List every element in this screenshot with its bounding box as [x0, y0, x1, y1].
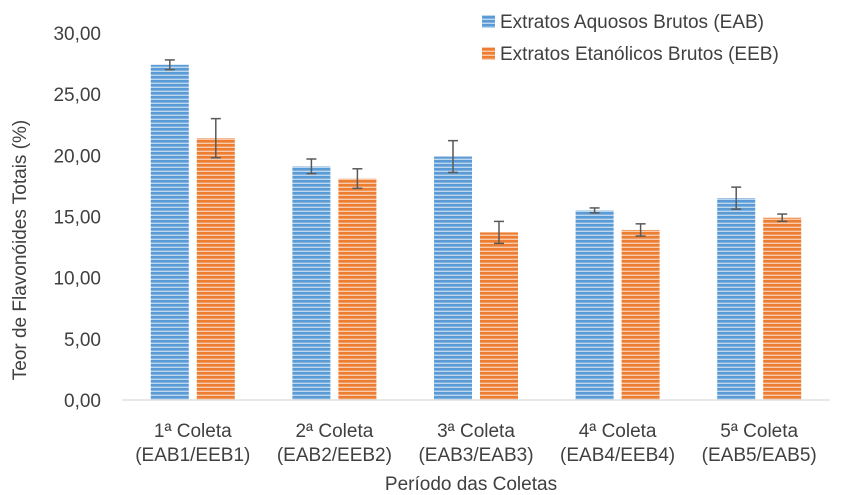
- y-tick-label: 30,00: [53, 24, 101, 45]
- legend: Extratos Aquosos Brutos (EAB) Extratos Et…: [482, 12, 779, 65]
- legend-item-eab: Extratos Aquosos Brutos (EAB): [482, 12, 764, 33]
- x-category-label: 3ª Coleta (EAB3/EAB3): [418, 421, 533, 466]
- bar-eeb-5: [763, 217, 802, 400]
- x-category-label: 1ª Coleta (EAB1/EEB1): [135, 421, 250, 466]
- y-tick-label: 0,00: [64, 391, 101, 412]
- legend-swatch: [482, 47, 495, 60]
- x-axis-title: Período das Coletas: [385, 474, 557, 495]
- error-bar-eeb-3: [494, 220, 504, 245]
- y-tick-label: 20,00: [53, 146, 101, 167]
- y-axis-ticks: 0,00 5,00 10,00 15,00 20,00 25,00 30,00: [53, 24, 101, 412]
- x-category-label: 2ª Coleta (EAB2/EEB2): [277, 421, 392, 466]
- bar-eeb-3: [480, 232, 518, 400]
- bar-eab-1: [150, 64, 189, 400]
- error-bar-eeb-5: [777, 213, 788, 223]
- error-bar-eeb-4: [635, 223, 646, 237]
- bar-eeb-4: [621, 229, 660, 400]
- y-tick-label: 5,00: [64, 330, 101, 351]
- bars: [150, 64, 802, 400]
- bar-eeb-2: [338, 178, 377, 400]
- bar-eab-3: [434, 156, 472, 400]
- error-bar-eab-1: [164, 59, 175, 71]
- y-axis-title: Teor de Flavonóides Totais (%): [10, 120, 31, 381]
- error-bar-eab-5: [731, 186, 742, 210]
- error-bar-eab-4: [589, 207, 600, 214]
- legend-item-eeb: Extratos Etanólicos Brutos (EEB): [482, 44, 779, 65]
- x-axis-categories: 1ª Coleta (EAB1/EEB1) 2ª Coleta (EAB2/EEB2)…: [135, 421, 817, 466]
- legend-swatch: [482, 15, 495, 28]
- x-category-label: 5ª Coleta (EAB5/EAB5): [702, 421, 817, 466]
- legend-label: Extratos Etanólicos Brutos (EEB): [500, 44, 779, 65]
- legend-label: Extratos Aquosos Brutos (EAB): [500, 12, 764, 33]
- y-tick-label: 25,00: [53, 85, 101, 106]
- bar-eab-5: [717, 198, 756, 400]
- error-bar-eeb-1: [210, 117, 221, 159]
- error-bar-eab-3: [448, 139, 458, 174]
- y-tick-label: 15,00: [53, 208, 101, 229]
- bar-eab-4: [575, 210, 614, 400]
- error-bars: [164, 59, 788, 245]
- error-bar-eeb-2: [352, 168, 363, 190]
- bar-eab-2: [292, 166, 331, 400]
- x-category-label: 4ª Coleta (EAB4/EEB4): [560, 421, 675, 466]
- bar-eeb-1: [196, 138, 235, 400]
- error-bar-eab-2: [306, 158, 317, 175]
- y-tick-label: 10,00: [53, 269, 101, 290]
